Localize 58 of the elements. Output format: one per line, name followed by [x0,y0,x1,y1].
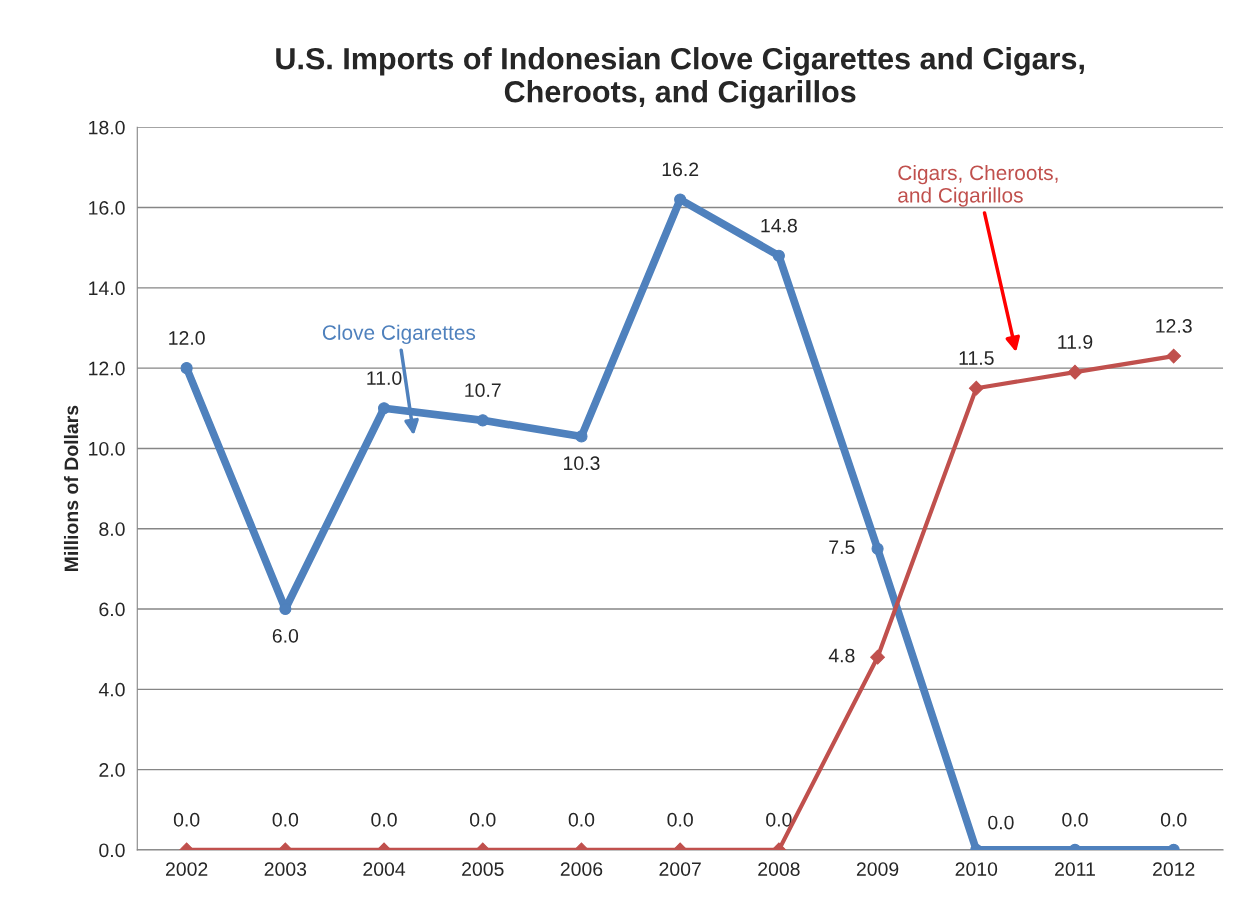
text: Clove Cigarettes [322,324,476,345]
data-label: 7.5 [829,540,855,555]
point [1067,364,1083,380]
point [180,362,193,375]
x-tick-label: 2009 [856,862,899,876]
data-label: 0.0 [371,812,397,827]
y-tick-label: 8.0 [99,522,125,536]
x-tick-label: 2002 [165,862,208,876]
point [870,649,885,665]
data-label: 10.7 [465,383,501,398]
data-label: 0.0 [766,812,792,827]
data-label: 0.0 [272,812,299,827]
data-label: 0.0 [1160,812,1187,827]
x-tick-label: 2006 [560,862,603,876]
data-label: 11.9 [1058,335,1093,349]
data-label: 11.5 [959,351,994,365]
x-tick-label: 2011 [1055,862,1095,876]
point [377,402,391,415]
data-label: 12.3 [1156,319,1192,333]
x-tick-label: 2004 [363,862,406,876]
data-label: 11.0 [367,371,402,385]
point [674,193,687,206]
point [968,380,984,396]
x-tick-label: 2012 [1153,862,1195,876]
x-tick-label: 2005 [462,862,504,876]
chart-title: U.S. Imports of Indonesian Clove Cigarettes and Cigars, Cheroots, and Cigarillos [276,47,1084,109]
y-tick-label: 12.0 [89,361,125,376]
data-label: 10.3 [564,456,600,471]
x-tick-label: 2003 [264,862,307,876]
y-tick-label: 14.0 [89,281,125,296]
data-label: 12.0 [169,331,205,345]
data-label: 6.0 [272,628,299,643]
y-tick-label: 16.0 [89,201,125,215]
data-label: 16.2 [662,162,699,177]
data-label: 14.8 [761,218,797,233]
data-label: 0.0 [988,815,1014,830]
data-label: 0.0 [667,812,693,827]
text: Cigars, Cheroots, and Cigarillos [898,164,1058,207]
point [1166,348,1182,364]
x-tick-label: 2008 [758,862,800,876]
y-tick-label: 2.0 [99,763,125,777]
y-tick-label: 4.0 [98,682,125,697]
data-label: 0.0 [469,812,496,827]
point [871,542,884,555]
x-tick-label: 2010 [955,862,998,876]
point [575,430,588,443]
point [476,414,489,427]
y-tick-label: 6.0 [99,602,125,617]
data-label: 4.8 [828,648,855,663]
y-tick-label: 18.0 [89,120,125,135]
data-label: 0.0 [568,812,595,827]
data-label: 0.0 [173,812,200,827]
y-tick-label: 0.0 [99,843,125,858]
point [772,249,785,262]
x-tick-label: 2007 [659,862,701,876]
data-label: 0.0 [1062,812,1088,827]
y-tick-label: 10.0 [89,441,125,456]
y-axis-title: Millions of Dollars [63,405,79,572]
